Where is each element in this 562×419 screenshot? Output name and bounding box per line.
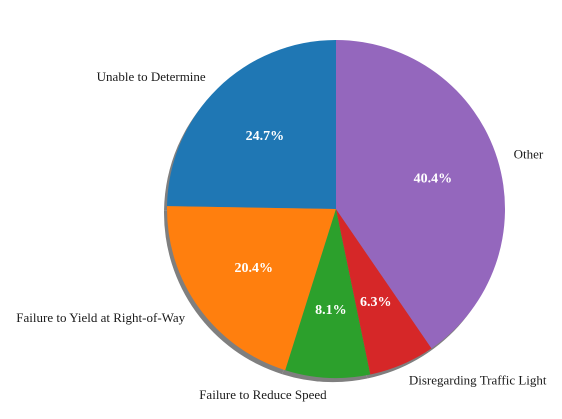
slice-disregarding-traffic-light bbox=[336, 209, 432, 375]
slice-failure-to-reduce-speed bbox=[285, 209, 371, 379]
category-label-unable-to-determine: Unable to Determine bbox=[97, 69, 206, 84]
category-label-disregarding-traffic-light: Disregarding Traffic Light bbox=[409, 373, 547, 388]
slice-failure-to-yield-at-right-of-way bbox=[167, 206, 336, 371]
category-label-failure-to-reduce-speed: Failure to Reduce Speed bbox=[199, 387, 327, 402]
category-label-other: Other bbox=[514, 147, 544, 162]
percent-label-failure-to-reduce-speed: 8.1% bbox=[315, 303, 347, 318]
slice-unable-to-determine bbox=[167, 40, 336, 209]
percent-label-other: 40.4% bbox=[414, 172, 453, 187]
slice-other bbox=[336, 40, 506, 349]
category-label-failure-to-yield-at-right-of-way: Failure to Yield at Right-of-Way bbox=[16, 310, 185, 325]
percent-label-failure-to-yield-at-right-of-way: 20.4% bbox=[234, 261, 273, 276]
percent-label-unable-to-determine: 24.7% bbox=[246, 129, 285, 144]
percent-label-disregarding-traffic-light: 6.3% bbox=[360, 295, 392, 310]
